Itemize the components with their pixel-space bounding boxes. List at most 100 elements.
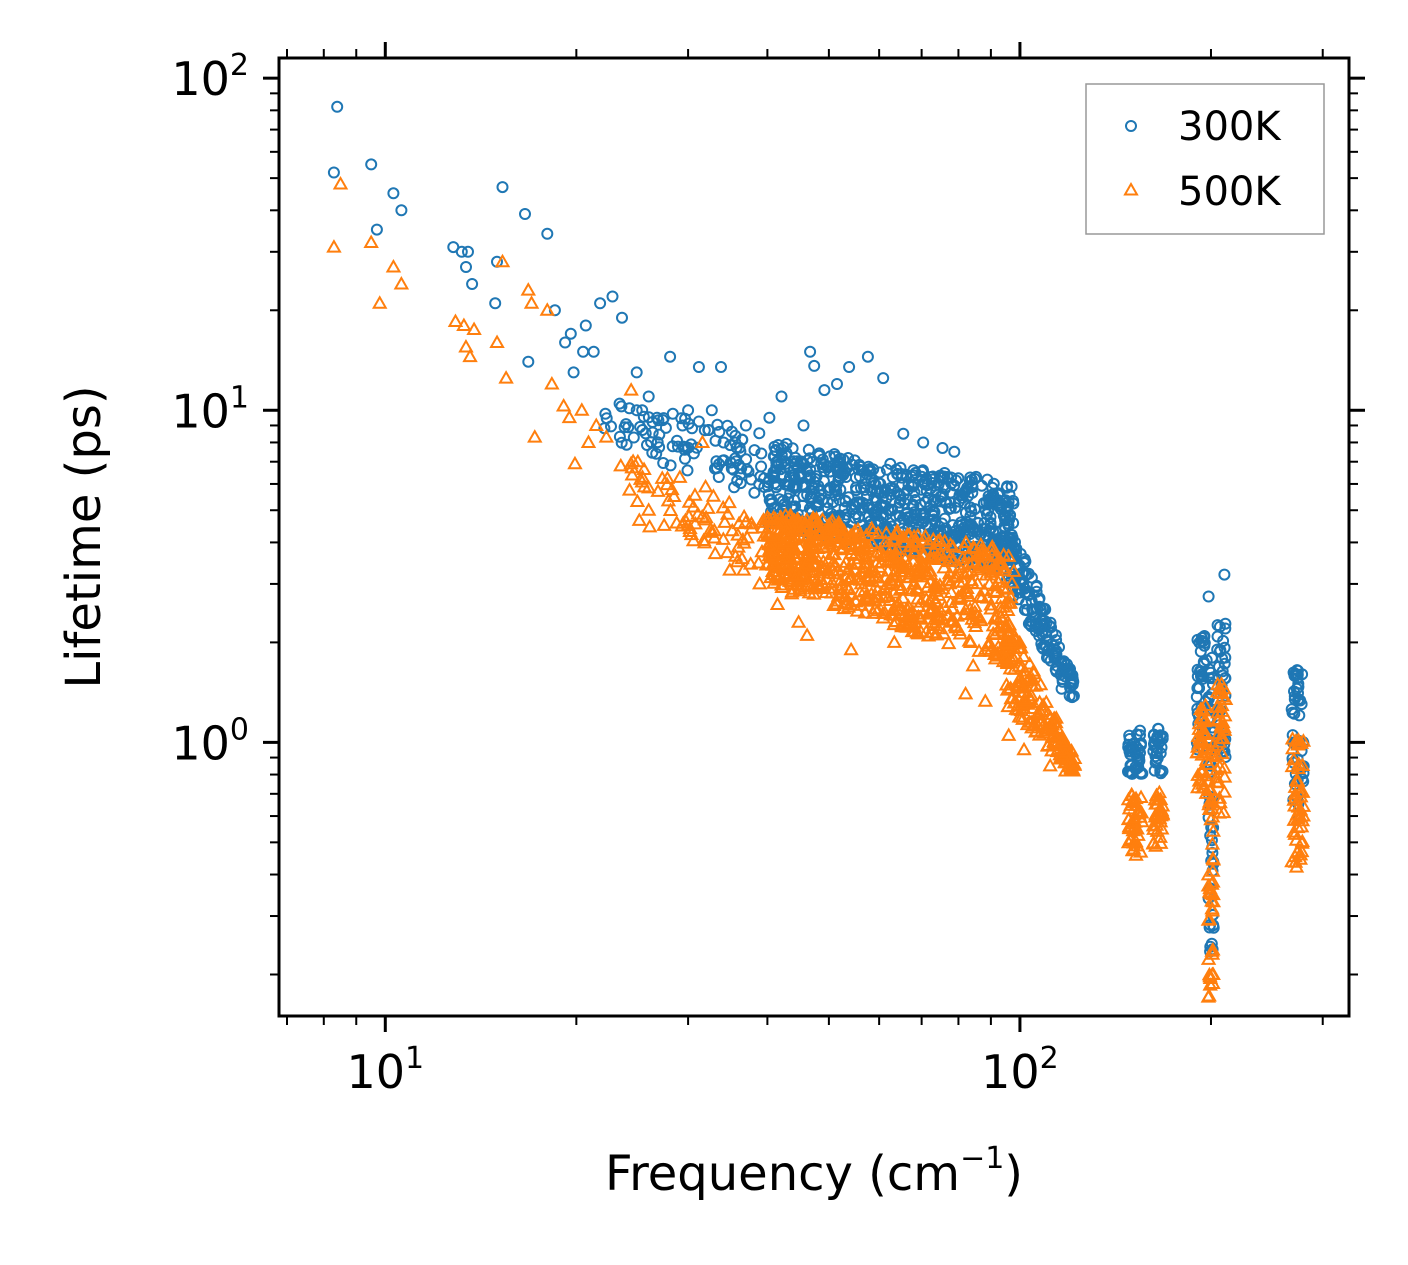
data-point	[989, 648, 1006, 662]
data-point	[666, 440, 679, 453]
data-point	[946, 569, 963, 583]
data-point	[928, 493, 941, 506]
data-point	[666, 488, 682, 502]
data-point	[1047, 730, 1063, 744]
tick-labels: 101 102 100 101 102	[171, 48, 1058, 1099]
data-point	[489, 297, 502, 310]
data-point	[806, 557, 822, 572]
legend-frame	[1085, 83, 1325, 235]
data-point	[785, 566, 801, 581]
data-point	[877, 372, 890, 385]
data-point	[911, 564, 928, 578]
data-point	[1125, 794, 1141, 809]
data-point	[605, 420, 617, 433]
data-point	[913, 624, 929, 638]
data-point	[859, 559, 875, 573]
data-point	[681, 494, 698, 508]
data-point	[1294, 757, 1311, 772]
data-point	[668, 515, 685, 529]
data-point	[748, 486, 761, 499]
data-point	[957, 487, 970, 500]
data-point	[1291, 664, 1304, 677]
data-point	[922, 574, 939, 589]
data-point	[728, 481, 741, 494]
data-point	[622, 421, 635, 434]
data-point	[949, 525, 962, 537]
data-point	[522, 355, 535, 368]
data-point	[1031, 602, 1044, 615]
data-point	[642, 390, 655, 403]
data-point	[843, 586, 859, 600]
data-point	[659, 421, 672, 434]
data-point	[880, 563, 896, 577]
data-point	[710, 455, 723, 468]
data-point	[885, 553, 901, 567]
data-point	[1038, 722, 1055, 737]
data-point	[1191, 633, 1204, 646]
data-point	[868, 508, 881, 521]
data-point	[910, 583, 926, 597]
data-point	[1055, 682, 1068, 695]
data-point	[751, 575, 768, 590]
data-point	[640, 502, 657, 516]
data-point	[873, 466, 886, 479]
data-point	[820, 565, 836, 579]
data-point	[664, 459, 677, 472]
data-point	[1287, 826, 1303, 840]
data-point	[1149, 750, 1162, 763]
data-point	[765, 546, 781, 561]
data-point	[777, 507, 794, 521]
data-point	[847, 523, 863, 537]
data-point	[967, 598, 983, 612]
data-point	[640, 479, 657, 494]
data-point	[1295, 808, 1312, 822]
data-point	[762, 528, 778, 542]
data-point	[897, 512, 909, 525]
data-point	[721, 494, 737, 509]
data-point	[926, 542, 942, 557]
data-point	[971, 643, 987, 657]
data-point	[332, 176, 349, 190]
data-point	[1123, 766, 1136, 779]
data-point	[736, 535, 752, 549]
data-point	[957, 685, 974, 700]
data-point	[766, 575, 782, 589]
legend-marker	[1125, 120, 1137, 132]
data-point	[743, 515, 760, 530]
data-point	[1032, 716, 1049, 730]
data-point	[1154, 821, 1170, 835]
data-point	[599, 407, 612, 420]
data-point	[564, 327, 577, 340]
data-point	[327, 166, 340, 179]
plot-frame	[277, 56, 1351, 1018]
data-point	[735, 462, 748, 475]
data-point	[1134, 746, 1146, 759]
data-point	[917, 516, 930, 529]
data-point	[939, 608, 956, 622]
data-point	[1202, 782, 1218, 797]
data-point	[827, 496, 839, 509]
data-point	[1154, 797, 1171, 812]
data-point	[1050, 742, 1066, 756]
data-point	[695, 532, 712, 546]
major-ticks	[263, 42, 1365, 1032]
data-point	[920, 627, 937, 642]
data-point	[815, 553, 832, 568]
data-point	[735, 562, 752, 576]
data-point	[763, 411, 776, 424]
data-point	[630, 404, 643, 417]
data-point	[844, 541, 861, 555]
data-point	[838, 554, 854, 568]
data-point	[1214, 689, 1231, 703]
data-point	[804, 345, 817, 358]
data-point	[920, 484, 933, 497]
data-point	[900, 557, 916, 572]
data-point	[690, 506, 706, 520]
legend-label-500k: 500K	[1178, 169, 1282, 215]
data-point	[730, 527, 746, 541]
data-point	[1000, 548, 1017, 562]
data-point	[1214, 745, 1230, 760]
data-point	[929, 626, 945, 641]
data-point	[1191, 735, 1208, 749]
